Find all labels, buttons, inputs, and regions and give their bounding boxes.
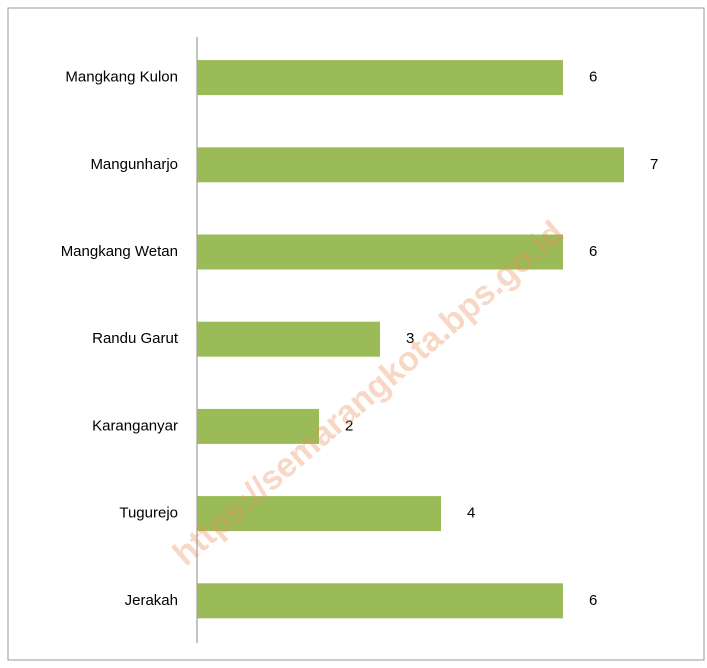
bar: [197, 321, 380, 357]
value-label: 2: [345, 417, 353, 434]
value-label: 6: [589, 69, 597, 86]
value-label: 6: [589, 243, 597, 260]
value-label: 4: [467, 505, 475, 522]
bar: [197, 147, 624, 183]
y-tick-label: Karanganyar: [92, 417, 178, 434]
value-label: 3: [406, 330, 414, 347]
bar: [197, 496, 441, 532]
y-tick-label: Jerakah: [125, 592, 178, 609]
bar: [197, 583, 563, 619]
y-tick-label: Tugurejo: [119, 505, 178, 522]
bar: [197, 234, 563, 270]
y-tick-label: Mangkang Wetan: [61, 243, 178, 260]
y-tick-label: Mangkang Kulon: [65, 69, 178, 86]
y-tick-label: Mangunharjo: [90, 156, 178, 173]
value-label: 7: [650, 156, 658, 173]
y-tick-label: Randu Garut: [92, 330, 179, 347]
bar: [197, 60, 563, 96]
bar: [197, 408, 319, 444]
value-label: 6: [589, 592, 597, 609]
